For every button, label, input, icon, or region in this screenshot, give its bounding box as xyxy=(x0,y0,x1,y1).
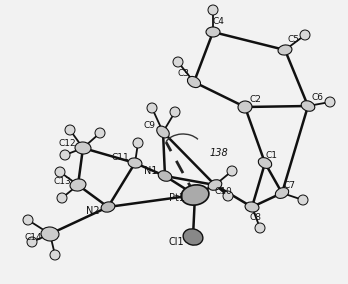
Circle shape xyxy=(60,150,70,160)
Circle shape xyxy=(133,138,143,148)
Text: C12: C12 xyxy=(58,139,76,147)
Circle shape xyxy=(147,103,157,113)
Ellipse shape xyxy=(278,45,292,55)
Text: Pt1: Pt1 xyxy=(169,193,185,203)
Circle shape xyxy=(223,191,233,201)
Circle shape xyxy=(170,107,180,117)
Circle shape xyxy=(23,215,33,225)
Circle shape xyxy=(255,223,265,233)
Ellipse shape xyxy=(301,101,315,111)
Ellipse shape xyxy=(157,126,169,138)
Ellipse shape xyxy=(75,142,91,154)
Ellipse shape xyxy=(181,185,209,205)
Ellipse shape xyxy=(208,180,222,190)
Circle shape xyxy=(57,193,67,203)
Ellipse shape xyxy=(258,158,272,168)
Ellipse shape xyxy=(238,101,252,113)
Text: Cl1: Cl1 xyxy=(168,237,184,247)
Circle shape xyxy=(173,57,183,67)
Ellipse shape xyxy=(41,227,59,241)
Circle shape xyxy=(227,166,237,176)
Circle shape xyxy=(208,5,218,15)
Text: C3: C3 xyxy=(177,70,189,78)
Circle shape xyxy=(65,125,75,135)
Ellipse shape xyxy=(275,188,289,199)
Circle shape xyxy=(300,30,310,40)
Text: C13: C13 xyxy=(53,178,71,187)
Circle shape xyxy=(325,97,335,107)
Text: C2: C2 xyxy=(249,95,261,103)
Text: C10: C10 xyxy=(214,187,232,197)
Text: C14: C14 xyxy=(24,233,42,243)
Text: C7: C7 xyxy=(283,181,295,189)
Text: C5: C5 xyxy=(287,36,299,45)
Circle shape xyxy=(27,237,37,247)
Text: N1: N1 xyxy=(144,166,158,176)
Text: C9: C9 xyxy=(143,122,155,131)
Circle shape xyxy=(95,128,105,138)
Ellipse shape xyxy=(188,76,200,87)
Text: C8: C8 xyxy=(250,212,262,222)
Ellipse shape xyxy=(70,179,86,191)
Circle shape xyxy=(50,250,60,260)
Ellipse shape xyxy=(245,202,259,212)
Text: C1: C1 xyxy=(266,151,278,160)
Text: C6: C6 xyxy=(311,93,323,103)
Circle shape xyxy=(298,195,308,205)
Text: 138: 138 xyxy=(210,148,229,158)
Ellipse shape xyxy=(183,229,203,245)
Ellipse shape xyxy=(206,27,220,37)
Text: C4: C4 xyxy=(212,18,224,26)
Text: N2: N2 xyxy=(86,206,100,216)
Ellipse shape xyxy=(158,171,172,181)
Ellipse shape xyxy=(101,202,115,212)
Circle shape xyxy=(55,167,65,177)
Text: C11: C11 xyxy=(111,153,129,162)
Ellipse shape xyxy=(128,158,142,168)
